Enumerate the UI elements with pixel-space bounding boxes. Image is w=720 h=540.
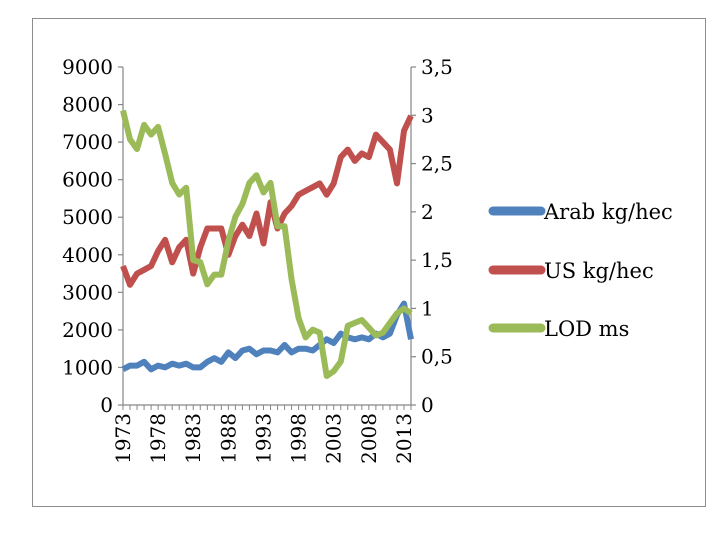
chart-frame: 0 1000 2000 3000 4000 5000 6000 7000 8000 9000 0 0… xyxy=(32,18,706,507)
left-tick-label: 7000 xyxy=(62,130,113,154)
legend-label-arab-kg-hec: Arab kg/hec xyxy=(543,200,673,224)
x-tick-label: 1993 xyxy=(251,413,275,464)
left-tick-label: 9000 xyxy=(62,55,113,79)
x-tick-label: 1973 xyxy=(111,413,135,464)
right-tick-label: 1 xyxy=(421,296,434,320)
left-tick-label: 6000 xyxy=(62,168,113,192)
x-tick-label: 1983 xyxy=(181,413,205,464)
x-tick-label: 2008 xyxy=(357,413,381,464)
x-tick-label: 2013 xyxy=(392,413,416,464)
series-line-arab-kg-hec xyxy=(123,304,411,370)
x-tick-label: 2003 xyxy=(322,413,346,464)
right-tick-label: 3 xyxy=(421,103,434,127)
right-tick-label: 3,5 xyxy=(421,55,453,79)
x-tick-label: 1988 xyxy=(216,413,240,464)
left-tick-label: 1000 xyxy=(62,355,113,379)
x-tick-label: 1998 xyxy=(287,413,311,464)
right-tick-label: 0 xyxy=(421,393,434,417)
left-tick-label: 2000 xyxy=(62,318,113,342)
right-tick-label: 2,5 xyxy=(421,152,453,176)
right-tick-label: 0,5 xyxy=(421,345,453,369)
left-tick-label: 8000 xyxy=(62,93,113,117)
left-tick-label: 3000 xyxy=(62,280,113,304)
series-line-us-kg-hec xyxy=(123,116,411,285)
legend: Arab kg/hec US kg/hec LOD ms xyxy=(493,200,673,341)
chart: 0 1000 2000 3000 4000 5000 6000 7000 8000 9000 0 0… xyxy=(33,19,705,506)
right-tick-label: 2 xyxy=(421,200,434,224)
plot-lines xyxy=(123,111,411,377)
legend-label-us-kg-hec: US kg/hec xyxy=(544,259,654,283)
x-axis: 1973 1978 1983 1988 1993 1998 2003 2008 2013 xyxy=(111,405,416,464)
legend-label-lod-ms: LOD ms xyxy=(544,317,629,341)
left-tick-label: 5000 xyxy=(62,205,113,229)
left-tick-label: 4000 xyxy=(62,243,113,267)
right-y-axis: 0 0,5 1 1,5 2 2,5 3 3,5 xyxy=(411,55,453,417)
right-tick-label: 1,5 xyxy=(421,248,453,272)
x-tick-label: 1978 xyxy=(146,413,170,464)
